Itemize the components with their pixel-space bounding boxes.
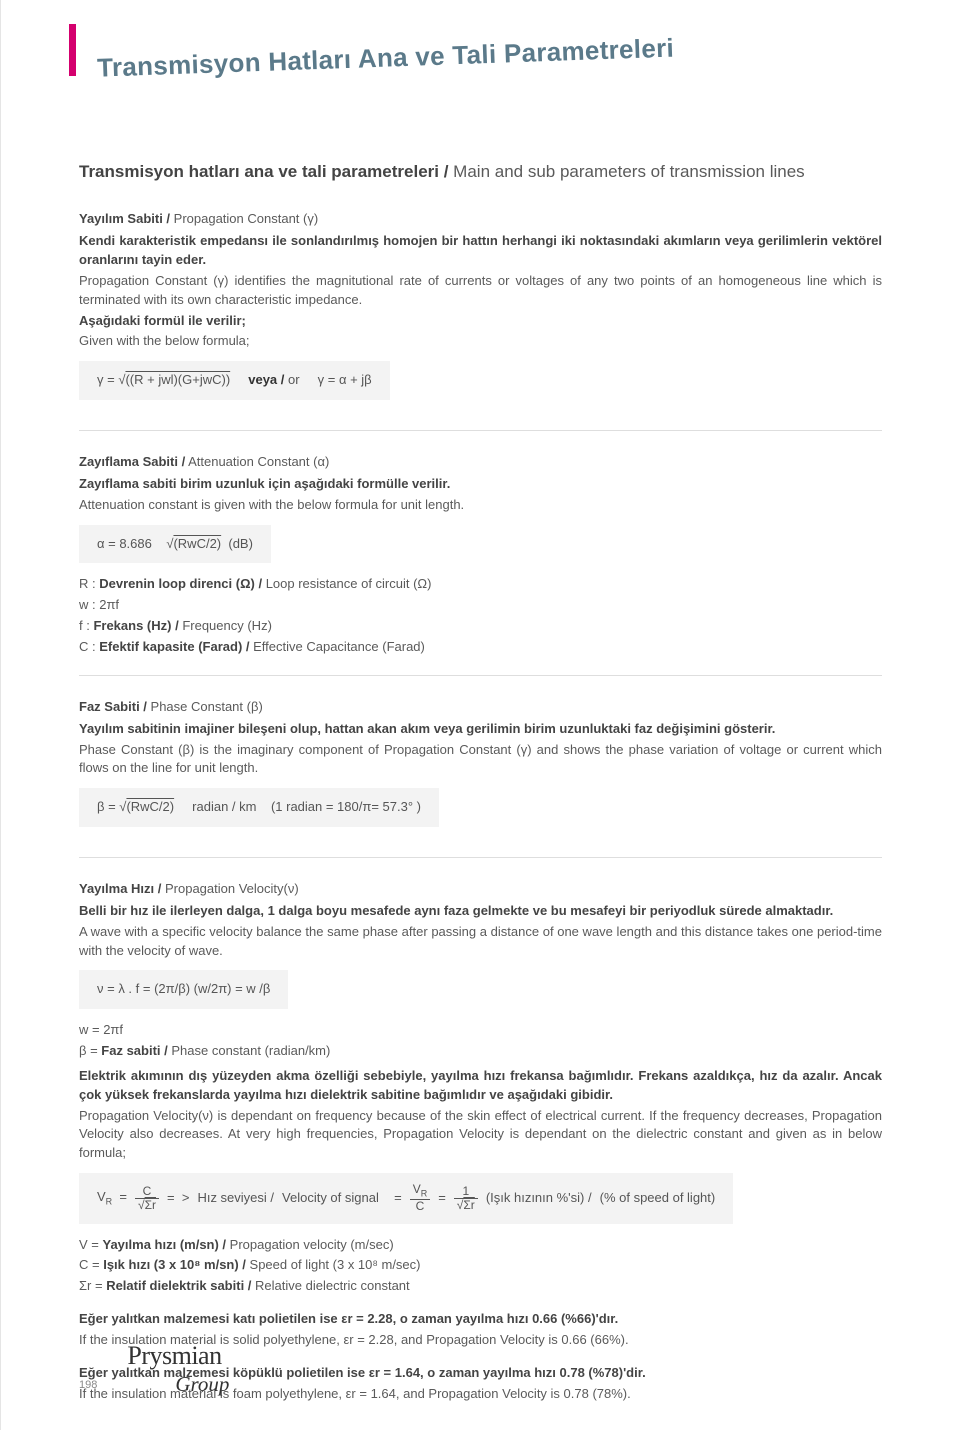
formula-sqrt: ((R + jwl)(G+jwC))	[125, 372, 230, 387]
def-f-reg: Frequency (Hz)	[179, 618, 272, 633]
def-R-bold: Devrenin loop direnci (Ω) /	[99, 576, 262, 591]
att-unit: (dB)	[228, 536, 253, 551]
def-C-reg: Effective Capacitance (Farad)	[250, 639, 425, 654]
velocity-w: w = 2πf	[79, 1021, 882, 1040]
attenuation-title-reg: Attenuation Constant (α)	[185, 454, 329, 469]
phase-sqrt: (RwC/2)	[126, 799, 174, 814]
propagation-given-tr: Aşağıdaki formül ile verilir;	[79, 312, 882, 331]
propagation-title-bold: Yayılım Sabiti /	[79, 211, 170, 226]
section-heading-reg: Main and sub parameters of transmission …	[448, 162, 804, 181]
def-speed-C: C = Işık hızı (3 x 10⁸ m/sn) / Speed of …	[79, 1256, 882, 1275]
phase-lhs: β = √	[97, 799, 126, 814]
velocity-title-bold: Yayılma Hızı /	[79, 881, 161, 896]
velocity-title: Yayılma Hızı / Propagation Velocity(ν)	[79, 880, 882, 899]
light-reg: (% of speed of light)	[600, 1189, 716, 1208]
section-heading: Transmisyon hatları ana ve tali parametr…	[79, 160, 882, 185]
document-page: Transmisyon Hatları Ana ve Tali Parametr…	[0, 0, 960, 1430]
attenuation-title-bold: Zayıflama Sabiti /	[79, 454, 185, 469]
propagation-desc-tr: Kendi karakteristik empedansı ile sonlan…	[79, 232, 882, 270]
formula-rhs: γ = α + jβ	[318, 372, 372, 387]
def-Er-reg: Relative dielectric constant	[251, 1278, 409, 1293]
velocity-beta-reg: Phase constant (radian/km)	[168, 1043, 331, 1058]
velocity-beta-bold: Faz sabiti /	[101, 1043, 167, 1058]
def-w: w : 2πf	[79, 596, 882, 615]
att-lhs: α = 8.686	[97, 536, 152, 551]
def-V-reg: Propagation velocity (m/sec)	[226, 1237, 394, 1252]
att-sqrt: (RwC/2)	[173, 536, 221, 551]
def-V: V = Yayılma hızı (m/sn) / Propagation ve…	[79, 1236, 882, 1255]
logo: Prysmian Group	[127, 1337, 229, 1399]
def-C-bold: Efektif kapasite (Farad) /	[99, 639, 249, 654]
velocity-beta: β = Faz sabiti / Phase constant (radian/…	[79, 1042, 882, 1061]
attenuation-desc-en: Attenuation constant is given with the b…	[79, 496, 882, 515]
phase-title-reg: Phase Constant (β)	[147, 699, 263, 714]
propagation-title-reg: Propagation Constant (γ)	[170, 211, 318, 226]
def-Er-bold: Relatif dielektrik sabiti /	[106, 1278, 251, 1293]
phase-desc-en: Phase Constant (β) is the imaginary comp…	[79, 741, 882, 779]
phase-desc-tr: Yayılım sabitinin imajiner bileşeni olup…	[79, 720, 882, 739]
velocity-desc-tr: Belli bir hız ile ilerleyen dalga, 1 dal…	[79, 902, 882, 921]
formula-or: or	[284, 372, 299, 387]
velocity-title-reg: Propagation Velocity(ν)	[161, 881, 298, 896]
def-speed-C-bold: Işık hızı (3 x 10⁸ m/sn) /	[103, 1257, 246, 1272]
velocity-desc2-tr: Elektrik akımının dış yüzeyden akma özel…	[79, 1067, 882, 1105]
def-Er: Σr = Relatif dielektrik sabiti / Relativ…	[79, 1277, 882, 1296]
def-speed-C-reg: Speed of light (3 x 10⁸ m/sec)	[246, 1257, 421, 1272]
footer: 198 Prysmian Group	[79, 1337, 229, 1399]
propagation-desc-en: Propagation Constant (γ) identifies the …	[79, 272, 882, 310]
attenuation-title: Zayıflama Sabiti / Attenuation Constant …	[79, 453, 882, 472]
formula-lhs: γ = √	[97, 372, 125, 387]
def-f: f : Frekans (Hz) / Frequency (Hz)	[79, 617, 882, 636]
light-bold: (Işık hızının %'si) /	[486, 1189, 592, 1208]
attenuation-formula: α = 8.686 √(RwC/2) (dB)	[79, 525, 271, 564]
divider	[79, 675, 882, 676]
attenuation-desc-tr: Zayıflama sabiti birim uzunluk için aşağ…	[79, 475, 882, 494]
divider	[79, 857, 882, 858]
def-V-bold: Yayılma hızı (m/sn) /	[103, 1237, 227, 1252]
def-R-reg: Loop resistance of circuit (Ω)	[262, 576, 431, 591]
propagation-given-en: Given with the below formula;	[79, 332, 882, 351]
velocity-formula2: VR = C√Σr = > Hız seviyesi / Velocity of…	[79, 1173, 733, 1223]
phase-formula: β = √(RwC/2) radian / km (1 radian = 180…	[79, 788, 439, 827]
propagation-title: Yayılım Sabiti / Propagation Constant (γ…	[79, 210, 882, 229]
page-number: 198	[79, 1378, 97, 1400]
velocity-formula1: ν = λ . f = (2π/β) (w/2π) = w /β	[79, 970, 288, 1009]
def-R: R : Devrenin loop direnci (Ω) / Loop res…	[79, 575, 882, 594]
def-f-bold: Frekans (Hz) /	[93, 618, 178, 633]
def-C: C : Efektif kapasite (Farad) / Effective…	[79, 638, 882, 657]
velocity-desc2-en: Propagation Velocity(ν) is dependant on …	[79, 1107, 882, 1164]
divider	[79, 430, 882, 431]
page-title: Transmisyon Hatları Ana ve Tali Parametr…	[97, 22, 883, 87]
logo-sub: Group	[175, 1369, 229, 1399]
phase-title-bold: Faz Sabiti /	[79, 699, 147, 714]
phase-unit: radian / km	[192, 799, 256, 814]
velocity-desc-en: A wave with a specific velocity balance …	[79, 923, 882, 961]
formula-veya: veya /	[248, 372, 284, 387]
section-heading-bold: Transmisyon hatları ana ve tali parametr…	[79, 162, 448, 181]
solid-tr: Eğer yalıtkan malzemesi katı polietilen …	[79, 1310, 882, 1329]
accent-bar	[69, 24, 76, 76]
propagation-formula: γ = √((R + jwl)(G+jwC)) veya / or γ = α …	[79, 361, 390, 400]
phase-note: (1 radian = 180/π= 57.3° )	[271, 799, 421, 814]
vel-label-bold: Hız seviyesi /	[197, 1189, 274, 1208]
vel-label-reg: Velocity of signal	[282, 1189, 379, 1208]
phase-title: Faz Sabiti / Phase Constant (β)	[79, 698, 882, 717]
